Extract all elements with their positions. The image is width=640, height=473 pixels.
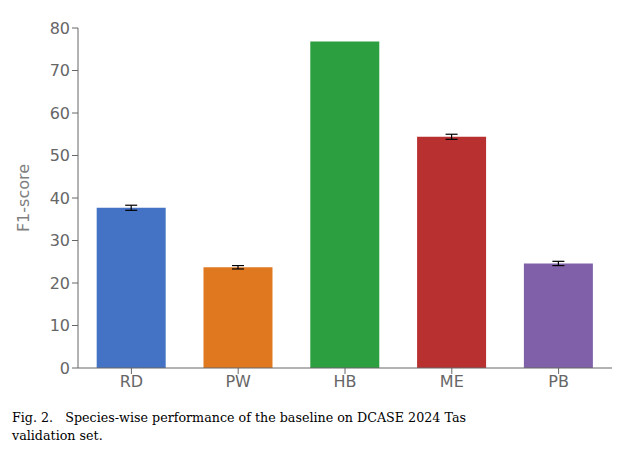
svg-text:60: 60	[50, 104, 70, 123]
svg-text:0: 0	[60, 359, 70, 378]
svg-text:PW: PW	[225, 372, 251, 391]
svg-text:50: 50	[50, 146, 70, 165]
svg-text:HB: HB	[333, 372, 356, 391]
html-text:Fig. 2. Species-wise performan: Fig. 2. Species-wise performance of the …	[12, 410, 466, 425]
svg-text:ME: ME	[440, 372, 464, 391]
svg-text:10: 10	[50, 316, 70, 335]
svg-text:PB: PB	[548, 372, 569, 391]
svg-text:40: 40	[50, 189, 70, 208]
svg-text:70: 70	[50, 61, 70, 80]
svg-text:RD: RD	[120, 372, 143, 391]
svg-text:20: 20	[50, 274, 70, 293]
svg-text:80: 80	[50, 19, 70, 38]
svg-text:F1-score: F1-score	[14, 164, 33, 232]
html-text:validation set.: validation set.	[12, 428, 103, 443]
svg-text:30: 30	[50, 231, 70, 250]
